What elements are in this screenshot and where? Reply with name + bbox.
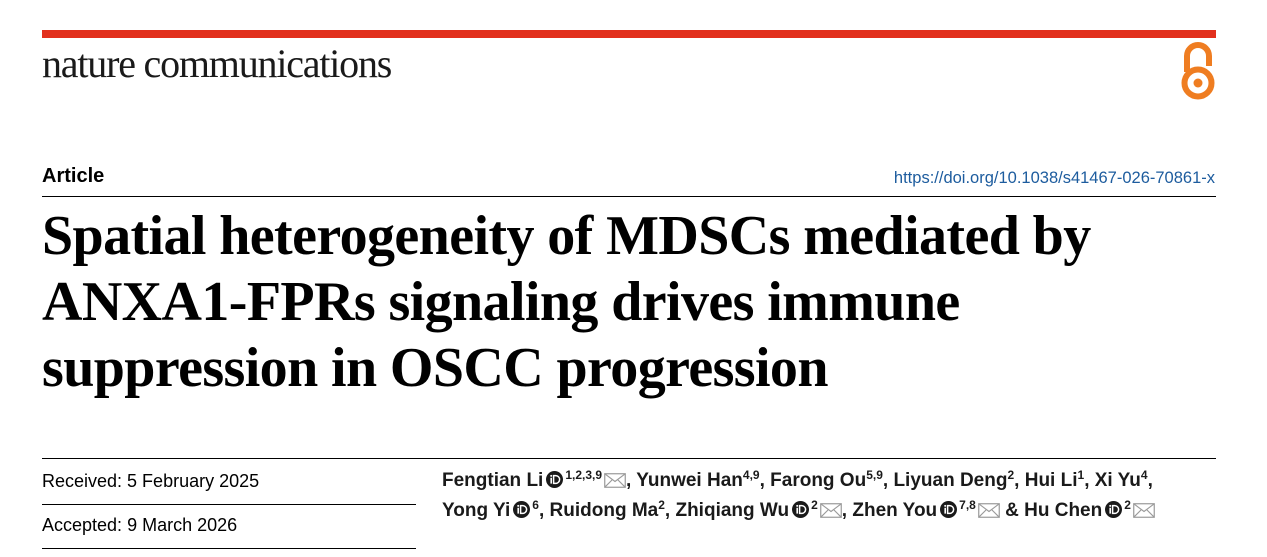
title-line: ANXA1-FPRs signaling drives immune <box>42 271 960 333</box>
orcid-icon[interactable] <box>546 471 564 488</box>
affiliation-marker[interactable]: 2 <box>1007 468 1015 482</box>
author-entry: Liyuan Deng2, <box>893 468 1025 491</box>
header-divider <box>42 196 1216 197</box>
title-line: suppression in OSCC progression <box>42 337 828 399</box>
orcid-icon[interactable] <box>792 501 810 518</box>
envelope-icon[interactable] <box>604 473 626 488</box>
envelope-icon[interactable] <box>977 503 1000 518</box>
author-name[interactable]: Zhen You <box>852 500 938 521</box>
affiliation-marker[interactable]: 5,9 <box>866 468 883 482</box>
author-list: Fengtian Li 1,2,3,9, Yunwei Han4,9, Faron… <box>442 466 1242 526</box>
author-name[interactable]: Hu Chen <box>1024 500 1103 521</box>
affiliation-marker[interactable]: 1,2,3,9 <box>565 468 603 482</box>
author-separator: , <box>1147 470 1153 491</box>
received-label: Received: <box>42 471 123 491</box>
journal-name[interactable]: nature communications <box>42 41 392 86</box>
author-entry: Ruidong Ma2, <box>549 498 676 521</box>
orcid-icon[interactable] <box>1105 501 1123 518</box>
orcid-icon[interactable] <box>940 501 958 518</box>
title-line: Spatial heterogeneity of MDSCs mediated … <box>42 205 1091 267</box>
accepted-value: 9 March 2026 <box>127 515 238 535</box>
affiliation-marker[interactable]: 2 <box>811 498 818 512</box>
author-entry: Yunwei Han4,9, <box>636 468 771 491</box>
open-access-icon[interactable] <box>1180 42 1216 100</box>
author-separator: , <box>1014 470 1025 491</box>
author-separator: , <box>626 470 637 491</box>
author-separator: , <box>759 470 771 491</box>
received-value: 5 February 2025 <box>127 471 260 491</box>
author-name[interactable]: Zhiqiang Wu <box>675 500 790 521</box>
author-name[interactable]: Yunwei Han <box>636 470 743 491</box>
dates-divider <box>42 504 416 505</box>
author-separator: , <box>664 500 676 521</box>
author-line: Yong Yi 6, Ruidong Ma2, Zhiqiang Wu 2, Zhe… <box>442 496 1242 526</box>
envelope-icon[interactable] <box>1133 503 1155 518</box>
doi-link[interactable]: https://doi.org/10.1038/s41467-026-70861… <box>893 169 1215 187</box>
author-separator: , <box>882 470 894 491</box>
author-separator: , <box>538 500 550 521</box>
author-name[interactable]: Liyuan Deng <box>893 470 1008 491</box>
author-separator: & <box>999 500 1025 521</box>
author-name[interactable]: Ruidong Ma <box>549 500 659 521</box>
author-entry: Zhen You 7,8 & <box>852 498 1025 521</box>
author-separator: , <box>841 500 853 521</box>
author-name[interactable]: Xi Yu <box>1094 470 1141 491</box>
author-line: Fengtian Li 1,2,3,9, Yunwei Han4,9, Faron… <box>442 466 1242 496</box>
author-separator: , <box>1084 470 1095 491</box>
author-entry: Xi Yu4, <box>1094 468 1153 491</box>
affiliation-marker[interactable]: 2 <box>1124 498 1131 512</box>
author-entry: Hu Chen 2 <box>1024 498 1155 521</box>
affiliation-marker[interactable]: 4,9 <box>742 468 760 482</box>
envelope-icon[interactable] <box>819 503 842 518</box>
accepted-label: Accepted: <box>42 515 123 535</box>
dates-bottom-divider <box>42 548 416 549</box>
author-name[interactable]: Yong Yi <box>442 500 511 521</box>
author-name[interactable]: Farong Ou <box>770 470 867 491</box>
author-entry: Yong Yi 6, <box>442 498 550 521</box>
article-title: Spatial heterogeneity of MDSCs mediated … <box>42 203 1242 401</box>
brand-bar <box>42 30 1216 38</box>
author-entry: Fengtian Li 1,2,3,9, <box>442 468 637 491</box>
author-entry: Farong Ou5,9, <box>770 468 894 491</box>
affiliation-marker[interactable]: 6 <box>532 498 539 512</box>
article-type: Article <box>42 165 105 187</box>
author-name[interactable]: Hui Li <box>1024 470 1078 491</box>
orcid-icon[interactable] <box>513 501 531 518</box>
affiliation-marker[interactable]: 1 <box>1077 468 1085 482</box>
affiliation-marker[interactable]: 4 <box>1140 468 1148 482</box>
affiliation-marker[interactable]: 2 <box>658 498 665 512</box>
author-entry: Hui Li1, <box>1024 468 1095 491</box>
received-date: Received: 5 February 2025 <box>42 470 259 492</box>
author-entry: Zhiqiang Wu 2, <box>675 498 853 521</box>
affiliation-marker[interactable]: 7,8 <box>959 498 976 512</box>
accepted-date: Accepted: 9 March 2026 <box>42 514 237 536</box>
author-name[interactable]: Fengtian Li <box>442 470 544 491</box>
title-divider <box>42 458 1216 459</box>
